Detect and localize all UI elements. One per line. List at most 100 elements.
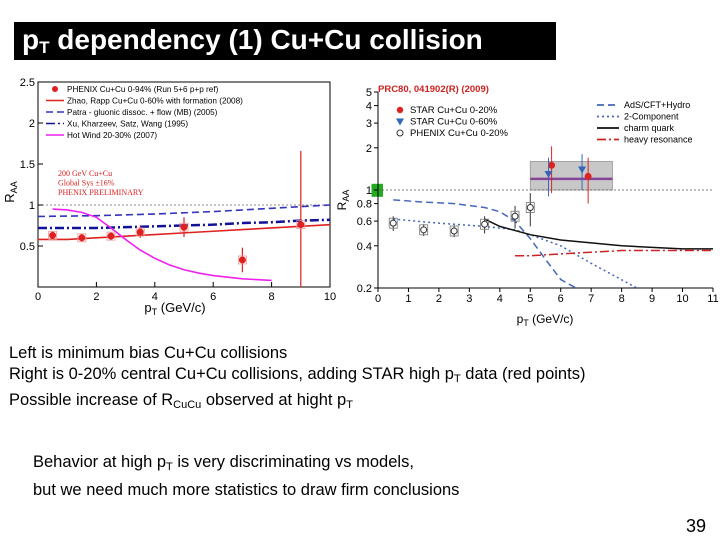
x-tick-label: 8 (619, 293, 625, 305)
legend-label: PHENIX Cu+Cu 0-94% (Run 5+6 p+p ref) (67, 85, 219, 94)
y-tick-label: 0.2 (357, 283, 372, 295)
data-point (511, 212, 519, 220)
model-curve (38, 218, 331, 230)
data-point (49, 231, 57, 239)
x-tick-label: 0 (375, 293, 381, 305)
legend-label: Patra - gluonic dissoc. + flow (MB) (200… (67, 108, 218, 117)
y-tick-label: 4 (366, 101, 372, 113)
x-tick-label: 2 (93, 291, 99, 303)
data-point (238, 256, 246, 264)
systematic-box (525, 202, 535, 213)
data-point (548, 161, 556, 169)
x-axis-label: pT (GeV/c) (517, 312, 574, 328)
legend-marker (396, 129, 404, 137)
systematic-box (449, 225, 459, 237)
y-tick-label: 1 (366, 185, 372, 197)
model-curve (52, 208, 272, 282)
chart-title: PRC80, 041902(R) (2009) (378, 84, 489, 95)
data-point (526, 204, 534, 212)
data-point (107, 232, 115, 240)
data-point (297, 221, 305, 229)
model-curve (484, 218, 713, 250)
legend-marker (52, 86, 58, 92)
annotation-text: 200 GeV Cu+Cu (58, 169, 112, 178)
legend-label: heavy resonance (624, 135, 693, 145)
x-tick-label: 6 (210, 291, 216, 303)
annotation-text: PHENIX PRELIMINARY (58, 188, 144, 197)
model-curve (393, 199, 577, 289)
x-tick-label: 4 (497, 293, 503, 305)
x-tick-label: 10 (324, 291, 336, 303)
legend-marker (396, 118, 404, 126)
systematic-band (529, 160, 613, 191)
systematic-box (237, 255, 247, 265)
systematic-box (179, 222, 189, 232)
body-line: Right is 0-20% central Cu+Cu collisions,… (9, 365, 586, 385)
x-tick-label: 1 (405, 293, 411, 305)
x-tick-label: 3 (466, 293, 472, 305)
model-curve (37, 204, 331, 218)
legend-label: AdS/CFT+Hydro (624, 100, 690, 110)
legend-label: 2-Component (624, 112, 679, 122)
legend-label: Hot Wind 20-30% (2007) (67, 131, 157, 140)
x-axis-label: pT (GeV/c) (144, 300, 205, 317)
systematic-box (480, 218, 489, 230)
systematic-box (296, 220, 306, 230)
x-tick-label: 8 (269, 291, 275, 303)
legend-label: charm quark (624, 123, 675, 133)
body-line: Left is minimum bias Cu+Cu collisions (9, 344, 288, 362)
note-text: Behavior at high pT is very discriminati… (33, 451, 459, 502)
systematic-box (135, 227, 145, 237)
legend-label: Zhao, Rapp Cu+Cu 0-60% with formation (2… (67, 97, 243, 106)
x-tick-label: 0 (35, 291, 41, 303)
data-point (544, 171, 553, 179)
page-number: 39 (685, 516, 706, 536)
x-tick-label: 4 (152, 291, 158, 303)
data-point (180, 223, 188, 231)
legend-label: Xu, Kharzeev, Satz, Wang (1995) (67, 120, 188, 129)
y-tick-label: 2 (366, 143, 372, 155)
model-curve (393, 218, 638, 289)
data-point (136, 228, 144, 236)
data-point (389, 219, 397, 227)
legend-label: STAR Cu+Cu 0-20% (410, 105, 498, 116)
x-tick-label: 10 (676, 293, 688, 305)
y-tick-label: 2.5 (20, 77, 35, 89)
legend-label: STAR Cu+Cu 0-60% (410, 117, 498, 128)
y-tick-label: 0.5 (20, 241, 35, 253)
x-tick-label: 5 (527, 293, 533, 305)
x-tick-label: 7 (588, 293, 594, 305)
systematic-box (106, 231, 116, 241)
y-tick-label: 0.6 (357, 216, 372, 228)
annotation-text: Global Sys ±16% (58, 179, 115, 188)
y-tick-label: 2 (29, 118, 35, 130)
systematic-box (419, 224, 429, 236)
title-bar: pT dependency (1) Cu+Cu collision (14, 22, 556, 60)
data-point (450, 227, 458, 235)
systematic-box (510, 210, 520, 222)
y-tick-label: 1.5 (20, 159, 35, 171)
y-tick-label: 0.4 (357, 241, 372, 253)
data-point (578, 166, 587, 174)
body-line: Possible increase of RCuCu observed at h… (9, 391, 353, 411)
legend-label: PHENIX Cu+Cu 0-20% (410, 128, 508, 139)
data-point (420, 226, 428, 234)
x-tick-label: 2 (436, 293, 442, 305)
note-line: Behavior at high pT is very discriminati… (33, 453, 414, 473)
x-tick-label: 11 (707, 293, 718, 305)
y-axis-label: RAA (335, 190, 351, 211)
y-tick-label: 5 (366, 87, 372, 99)
systematic-box (48, 230, 57, 240)
x-tick-label: 6 (558, 293, 564, 305)
systematic-box (388, 217, 398, 229)
slide-title: pT dependency (1) Cu+Cu collision (22, 24, 483, 57)
systematic-box (77, 233, 87, 243)
note-line: but we need much more statistics to draw… (33, 481, 460, 499)
plot-frame (37, 81, 331, 288)
y-tick-label: 0.8 (357, 199, 372, 211)
y-tick-label: 1 (29, 200, 35, 212)
model-curve (515, 249, 713, 257)
legend-marker (396, 106, 404, 114)
